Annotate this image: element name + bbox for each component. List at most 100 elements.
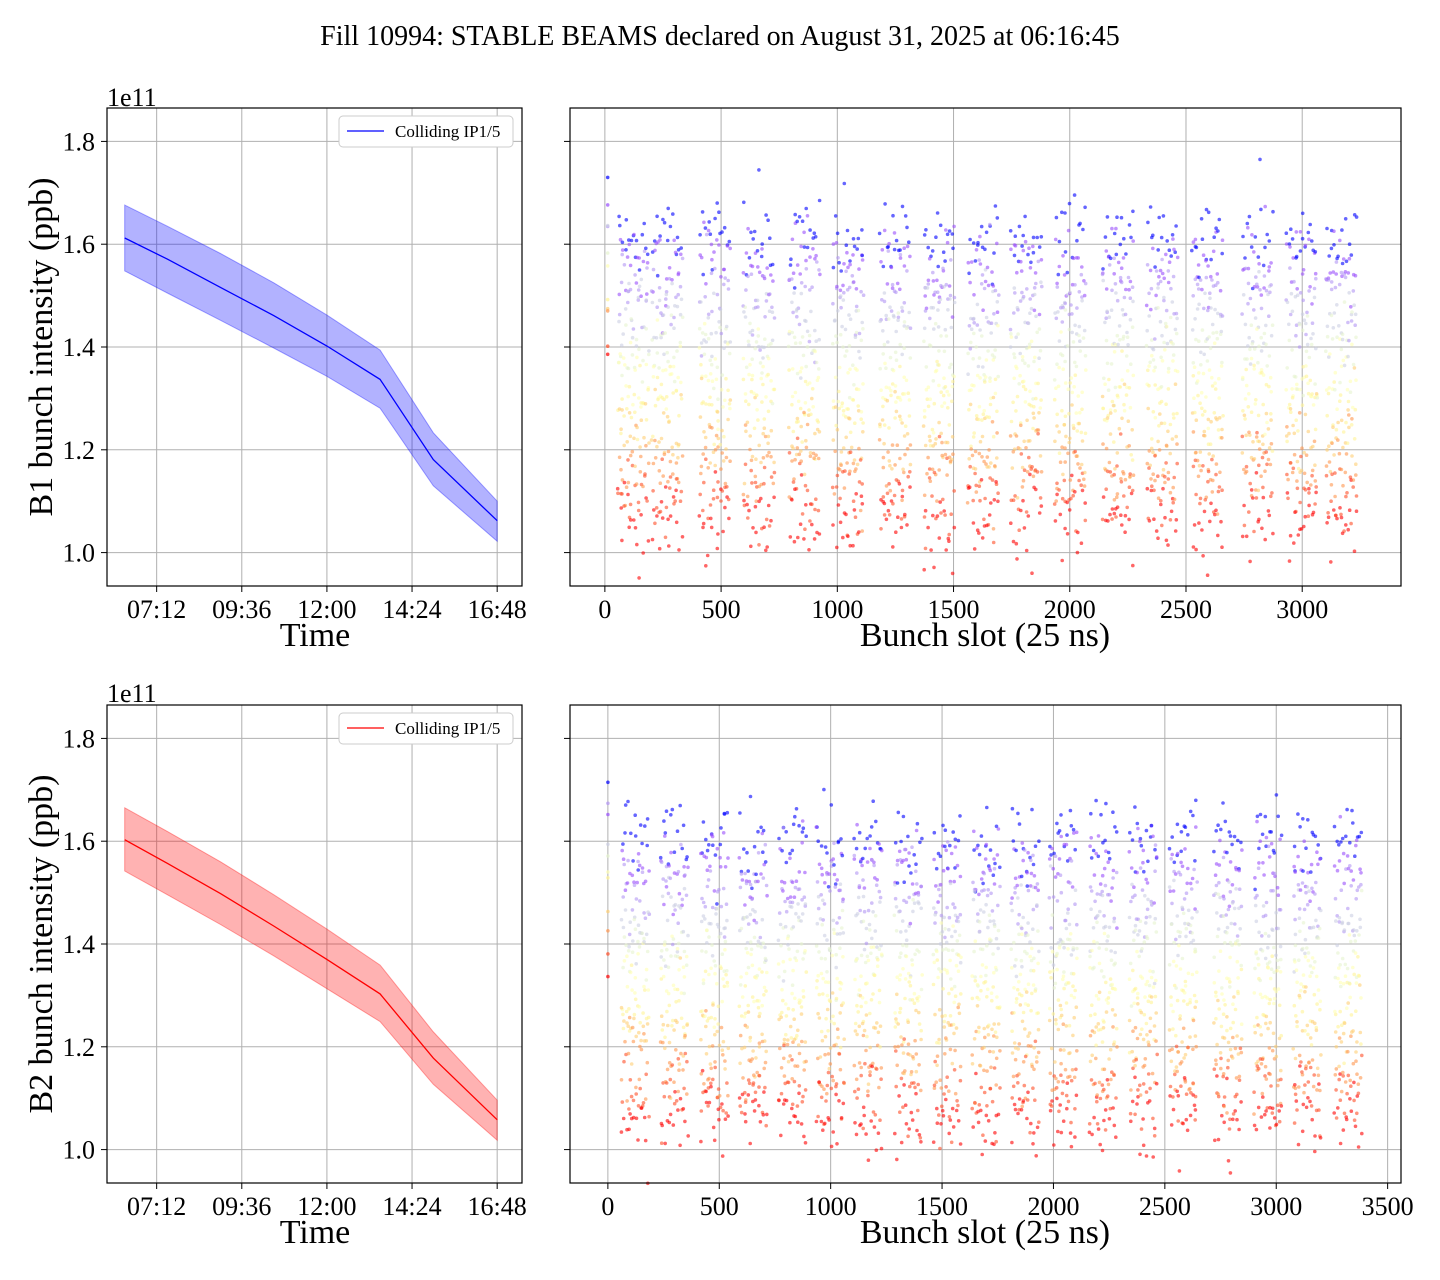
bunch-point	[639, 277, 644, 282]
bunch-point	[1100, 1040, 1105, 1044]
bunch-point	[1010, 908, 1014, 913]
bunch-point	[1068, 436, 1072, 441]
bunch-point	[1047, 1018, 1052, 1023]
bunch-point	[865, 981, 869, 985]
bunch-point	[1089, 856, 1094, 860]
bunch-point	[786, 1059, 791, 1064]
bunch-point	[989, 1065, 993, 1070]
bunch-point	[781, 998, 785, 1003]
bunch-point	[745, 494, 750, 499]
bunch-point	[1033, 1098, 1037, 1102]
bunch-point	[802, 410, 806, 415]
bunch-point	[671, 912, 675, 917]
bunch-point	[985, 1104, 989, 1108]
bunch-point	[760, 1032, 764, 1037]
bunch-point	[943, 259, 947, 263]
bunch-point	[1200, 287, 1204, 292]
bunch-point	[1092, 965, 1096, 970]
bunch-point	[699, 1072, 704, 1076]
bunch-point	[1029, 403, 1033, 408]
bunch-point	[761, 364, 765, 369]
bunch-point	[942, 1025, 947, 1029]
bunch-point	[676, 921, 680, 925]
bunch-point	[1032, 416, 1036, 420]
bunch-point	[621, 925, 626, 930]
bunch-point	[647, 869, 651, 873]
bunch-point	[720, 1102, 724, 1106]
bunch-point	[982, 517, 986, 522]
bunch-point	[1218, 288, 1223, 293]
bunch-point	[634, 281, 639, 285]
bunch-point	[737, 856, 742, 860]
bunch-point	[1059, 890, 1064, 895]
time-plot-layer: 1.01.21.41.61.807:12 09:36 12:00 14:24 16:48	[63, 107, 527, 624]
bunch-point	[757, 1045, 762, 1049]
bunch-point	[713, 853, 718, 857]
bunch-point	[1022, 379, 1026, 384]
bunch-point	[673, 902, 678, 907]
bunch-point	[977, 1025, 981, 1030]
bunch-point	[1017, 912, 1021, 917]
bunch-point	[1105, 419, 1109, 423]
bunch-point	[1257, 463, 1261, 468]
bunch-point	[1009, 901, 1013, 906]
bunch-point	[832, 492, 837, 496]
bunch-point	[1197, 521, 1201, 525]
bunch-point	[976, 912, 980, 916]
bunch-point	[930, 249, 935, 253]
bunch-point	[1148, 205, 1153, 209]
bunch-point	[1023, 387, 1028, 392]
bunch-point	[871, 945, 876, 949]
bunch-point	[959, 992, 963, 996]
bunch-point	[654, 336, 659, 340]
bunch-point	[1268, 462, 1273, 467]
bunch-point	[664, 885, 669, 889]
bunch-point	[829, 1144, 834, 1149]
bunch-point	[982, 1068, 986, 1073]
bunch-point	[952, 1000, 956, 1005]
bunch-point	[1055, 492, 1059, 497]
bunch-point	[1242, 503, 1246, 508]
bunch-point	[1210, 322, 1215, 327]
bunch-xtick-label: 0	[601, 1192, 614, 1221]
bunch-point	[1031, 927, 1035, 931]
bunch-point	[900, 1043, 904, 1047]
bunch-point	[681, 1025, 686, 1030]
bunch-point	[904, 944, 909, 948]
bunch-point	[1088, 1059, 1093, 1064]
bunch-point	[881, 465, 886, 470]
bunch-point	[833, 214, 838, 218]
bunch-point	[969, 447, 973, 451]
bunch-point	[1062, 945, 1066, 950]
bunch-point	[1220, 427, 1224, 432]
bunch-point	[685, 1092, 689, 1096]
bunch-point	[1353, 273, 1358, 278]
bunch-point	[1022, 526, 1027, 530]
bunch-point	[1129, 362, 1133, 367]
bunch-point	[1256, 413, 1261, 418]
bunch-point	[922, 233, 927, 237]
mean-line	[124, 237, 498, 522]
bunch-point	[752, 844, 757, 849]
bunch-point	[1285, 491, 1290, 495]
bunch-point	[950, 399, 954, 404]
bunch-point	[739, 926, 744, 931]
bunch-point	[1191, 545, 1196, 549]
bunch-point	[792, 477, 796, 481]
bunch-point	[1108, 256, 1113, 261]
bunch-point	[1039, 235, 1044, 239]
bunch-point	[1210, 457, 1214, 462]
bunch-point	[1066, 911, 1070, 915]
bunch-point	[1351, 362, 1356, 367]
bunch-point	[1290, 309, 1295, 314]
bunch-point	[710, 354, 714, 359]
bunch-point	[622, 1019, 626, 1023]
bunch-point	[1110, 886, 1114, 890]
bunch-point	[946, 406, 950, 410]
bunch-point	[970, 1062, 975, 1066]
bunch-point	[816, 375, 821, 380]
bunch-point	[956, 1103, 960, 1108]
bunch-point	[958, 960, 963, 965]
bunch-point	[1070, 885, 1075, 889]
bunch-point	[1342, 363, 1347, 368]
